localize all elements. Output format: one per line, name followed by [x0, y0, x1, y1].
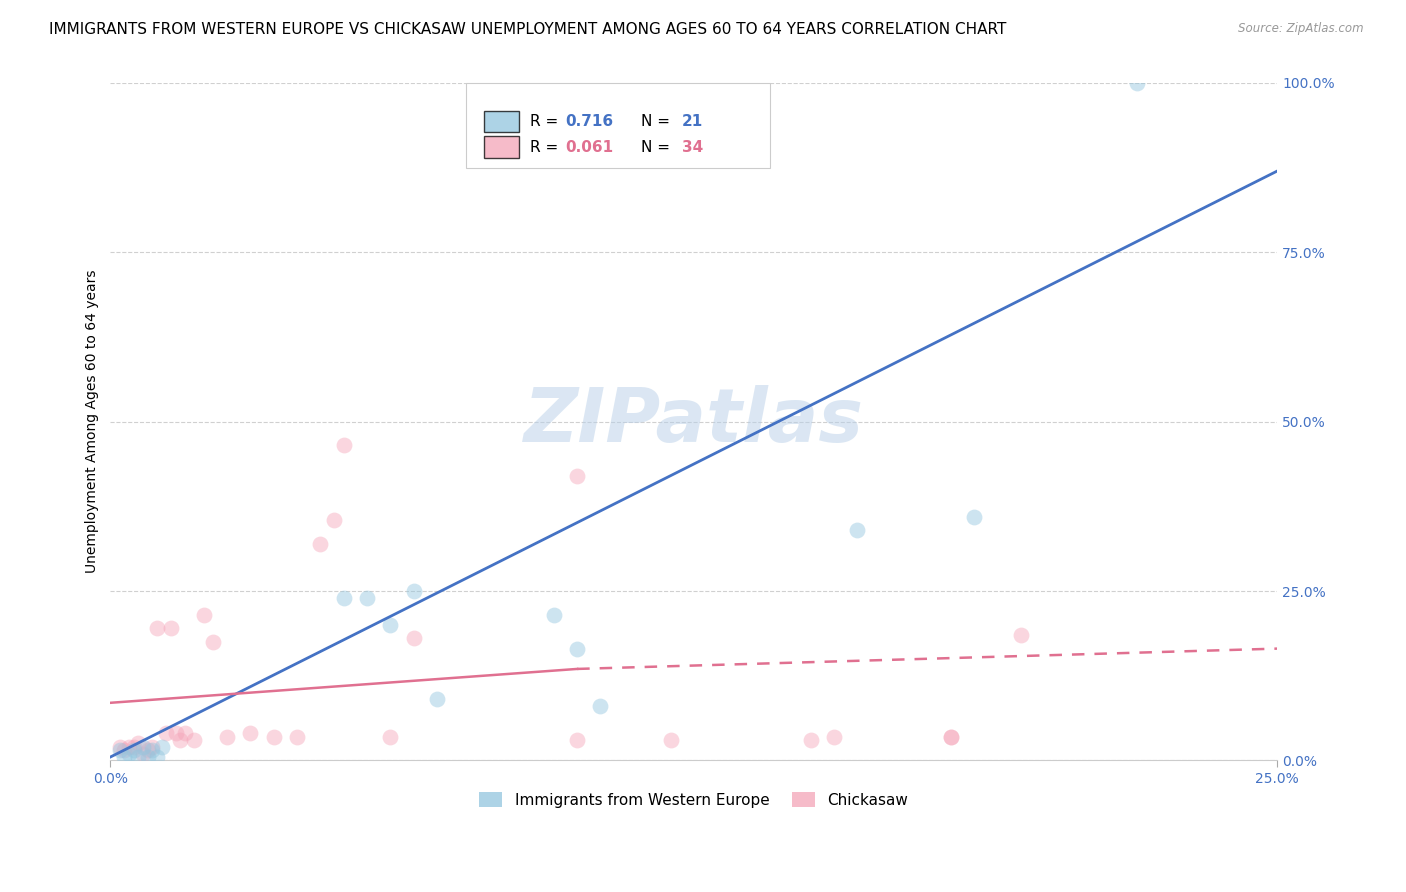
Point: [112, 743, 135, 757]
Point: [543, 607, 565, 622]
Point: [160, 621, 183, 635]
Point: [165, 726, 187, 740]
Point: [285, 730, 308, 744]
Point: [136, 750, 159, 764]
Legend: Immigrants from Western Europe, Chickasaw: Immigrants from Western Europe, Chickasa…: [474, 786, 914, 814]
Point: [309, 536, 332, 550]
Text: N =: N =: [641, 139, 675, 154]
Point: [263, 730, 285, 744]
Point: [127, 736, 149, 750]
Point: [146, 750, 169, 764]
Point: [939, 730, 962, 744]
Point: [565, 733, 588, 747]
Point: [380, 618, 402, 632]
Point: [217, 730, 239, 744]
Text: 21: 21: [682, 114, 703, 128]
Text: 0.061: 0.061: [565, 139, 613, 154]
Point: [141, 739, 163, 754]
Point: [565, 468, 588, 483]
Point: [323, 513, 346, 527]
Point: [112, 750, 135, 764]
Point: [939, 730, 962, 744]
Point: [146, 621, 169, 635]
Text: R =: R =: [530, 139, 564, 154]
Point: [122, 739, 145, 754]
Point: [122, 743, 145, 757]
Point: [141, 743, 163, 757]
Point: [1010, 628, 1032, 642]
Point: [380, 730, 402, 744]
Point: [333, 438, 356, 452]
Point: [118, 739, 141, 754]
Point: [108, 743, 131, 757]
Text: ZIPatlas: ZIPatlas: [524, 385, 863, 458]
Point: [426, 692, 449, 706]
Text: 0.716: 0.716: [565, 114, 613, 128]
Text: N =: N =: [641, 114, 675, 128]
Point: [132, 739, 155, 754]
Point: [402, 584, 425, 599]
Point: [823, 730, 845, 744]
Text: Source: ZipAtlas.com: Source: ZipAtlas.com: [1239, 22, 1364, 36]
Point: [155, 726, 177, 740]
FancyBboxPatch shape: [484, 111, 519, 132]
Point: [846, 523, 869, 537]
Point: [1126, 76, 1149, 90]
Point: [565, 641, 588, 656]
Point: [799, 733, 821, 747]
Point: [239, 726, 262, 740]
Point: [136, 743, 159, 757]
Text: 34: 34: [682, 139, 703, 154]
Point: [193, 607, 215, 622]
FancyBboxPatch shape: [484, 136, 519, 158]
Point: [132, 747, 155, 761]
Point: [108, 739, 131, 754]
Point: [402, 632, 425, 646]
Point: [174, 726, 197, 740]
Point: [589, 699, 612, 714]
Point: [150, 739, 173, 754]
Point: [356, 591, 378, 605]
Text: R =: R =: [530, 114, 564, 128]
Point: [169, 733, 191, 747]
Point: [963, 509, 986, 524]
Point: [659, 733, 682, 747]
Y-axis label: Unemployment Among Ages 60 to 64 years: Unemployment Among Ages 60 to 64 years: [86, 270, 100, 574]
Point: [127, 750, 149, 764]
Point: [118, 747, 141, 761]
Point: [333, 591, 356, 605]
Text: IMMIGRANTS FROM WESTERN EUROPE VS CHICKASAW UNEMPLOYMENT AMONG AGES 60 TO 64 YEA: IMMIGRANTS FROM WESTERN EUROPE VS CHICKA…: [49, 22, 1007, 37]
Point: [202, 635, 225, 649]
Point: [183, 733, 205, 747]
FancyBboxPatch shape: [467, 83, 769, 168]
